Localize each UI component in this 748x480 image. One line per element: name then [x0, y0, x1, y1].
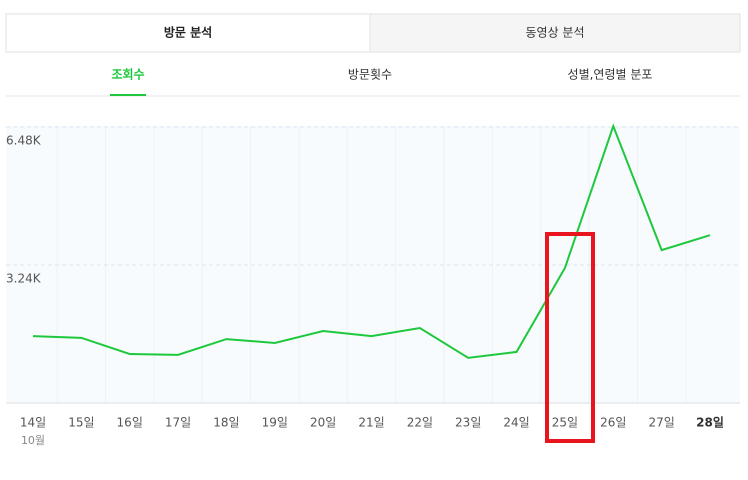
x-tick-label: 23일 — [455, 416, 481, 430]
x-tick-label: 14일 — [20, 416, 46, 430]
y-tick-label: 3.24K — [6, 272, 42, 286]
tab[interactable]: 방문 분석 — [164, 25, 212, 40]
highlight-box — [545, 232, 595, 443]
subtab[interactable]: 조회수 — [111, 67, 144, 82]
tab[interactable]: 동영상 분석 — [525, 26, 584, 40]
x-tick-label: 18일 — [213, 416, 239, 430]
x-tick-label: 25일 — [552, 416, 578, 430]
month-label: 10월 — [21, 434, 45, 447]
tab-bg — [369, 13, 741, 53]
x-tick-label: 24일 — [503, 416, 529, 430]
x-tick-label: 22일 — [407, 416, 433, 430]
x-tick-label: 28일 — [696, 416, 724, 430]
x-tick-label: 27일 — [648, 416, 674, 430]
x-tick-label: 16일 — [117, 416, 143, 430]
x-tick-label: 17일 — [165, 416, 191, 430]
subtab[interactable]: 방문횟수 — [348, 68, 392, 82]
plot: 3.24K 6.48K 14일 15일 16일 17일 18일 19일 20일 21일 22일 23일… — [6, 123, 740, 447]
x-tick-label: 15일 — [68, 416, 94, 430]
x-tick-label: 26일 — [600, 416, 626, 430]
x-tick-label: 21일 — [358, 416, 384, 430]
tab-bg-active — [5, 13, 371, 53]
subtab[interactable]: 성별,연령별 분포 — [568, 68, 653, 82]
x-tick-label: 20일 — [310, 416, 336, 430]
line — [32, 123, 711, 359]
x-tick-label: 19일 — [262, 416, 288, 430]
y-tick-label: 6.48K — [6, 134, 42, 148]
